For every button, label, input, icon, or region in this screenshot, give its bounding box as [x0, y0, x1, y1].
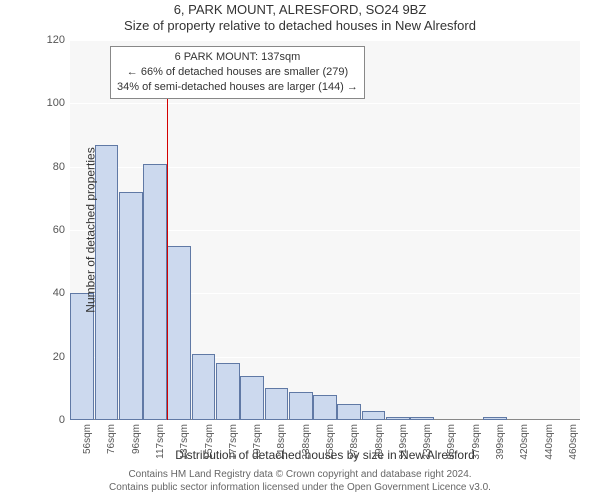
y-tick-label: 0 [35, 414, 65, 426]
x-tick-label: 379sqm [471, 424, 482, 464]
annotation-box: 6 PARK MOUNT: 137sqm ← 66% of detached h… [110, 46, 365, 99]
histogram-bar [337, 404, 361, 420]
y-tick-label: 120 [35, 34, 65, 46]
x-tick-label: 177sqm [228, 424, 239, 464]
histogram-bar [167, 246, 191, 420]
y-tick-label: 60 [35, 224, 65, 236]
grid-line [70, 40, 580, 41]
x-tick-label: 258sqm [325, 424, 336, 464]
x-tick-label: 460sqm [568, 424, 579, 464]
super-title: 6, PARK MOUNT, ALRESFORD, SO24 9BZ [0, 2, 600, 17]
x-tick-label: 218sqm [276, 424, 287, 464]
x-tick-label: 137sqm [179, 424, 190, 464]
histogram-bar [289, 392, 313, 421]
x-tick-label: 157sqm [204, 424, 215, 464]
y-tick-label: 100 [35, 97, 65, 109]
histogram-bar [240, 376, 264, 420]
histogram-bar [192, 354, 216, 421]
annotation-line1: 6 PARK MOUNT: 137sqm [117, 50, 358, 65]
x-tick-label: 76sqm [106, 424, 117, 464]
y-tick-label: 40 [35, 287, 65, 299]
y-axis-label: Number of detached properties [84, 147, 98, 312]
y-tick-label: 80 [35, 161, 65, 173]
x-tick-label: 319sqm [398, 424, 409, 464]
x-tick-label: 440sqm [544, 424, 555, 464]
histogram-bar [386, 417, 410, 420]
x-tick-label: 399sqm [495, 424, 506, 464]
histogram-bar [410, 417, 434, 420]
x-tick-label: 96sqm [131, 424, 142, 464]
x-tick-label: 238sqm [301, 424, 312, 464]
x-tick-label: 278sqm [349, 424, 360, 464]
histogram-bar [216, 363, 240, 420]
grid-line [70, 103, 580, 104]
histogram-bar [143, 164, 167, 421]
histogram-bar [483, 417, 507, 420]
histogram-bar [119, 192, 143, 420]
footnote: Contains HM Land Registry data © Crown c… [0, 468, 600, 494]
chart-title: Size of property relative to detached ho… [0, 18, 600, 33]
histogram-bar [265, 388, 289, 420]
annotation-line3: 34% of semi-detached houses are larger (… [117, 80, 358, 95]
x-tick-label: 339sqm [422, 424, 433, 464]
x-tick-label: 56sqm [82, 424, 93, 464]
chart-container: 6, PARK MOUNT, ALRESFORD, SO24 9BZ Size … [0, 0, 600, 500]
x-tick-label: 197sqm [252, 424, 263, 464]
x-tick-label: 359sqm [446, 424, 457, 464]
footnote-line1: Contains HM Land Registry data © Crown c… [0, 468, 600, 481]
histogram-bar [313, 395, 337, 420]
annotation-line2: ← 66% of detached houses are smaller (27… [117, 65, 358, 80]
x-tick-label: 420sqm [519, 424, 530, 464]
y-tick-label: 20 [35, 351, 65, 363]
plot-area: 6 PARK MOUNT: 137sqm ← 66% of detached h… [70, 40, 580, 420]
histogram-bar [362, 411, 386, 421]
footnote-line2: Contains public sector information licen… [0, 481, 600, 494]
histogram-bar [95, 145, 119, 421]
x-tick-label: 298sqm [374, 424, 385, 464]
reference-marker-line [167, 93, 168, 420]
x-tick-label: 117sqm [155, 424, 166, 464]
